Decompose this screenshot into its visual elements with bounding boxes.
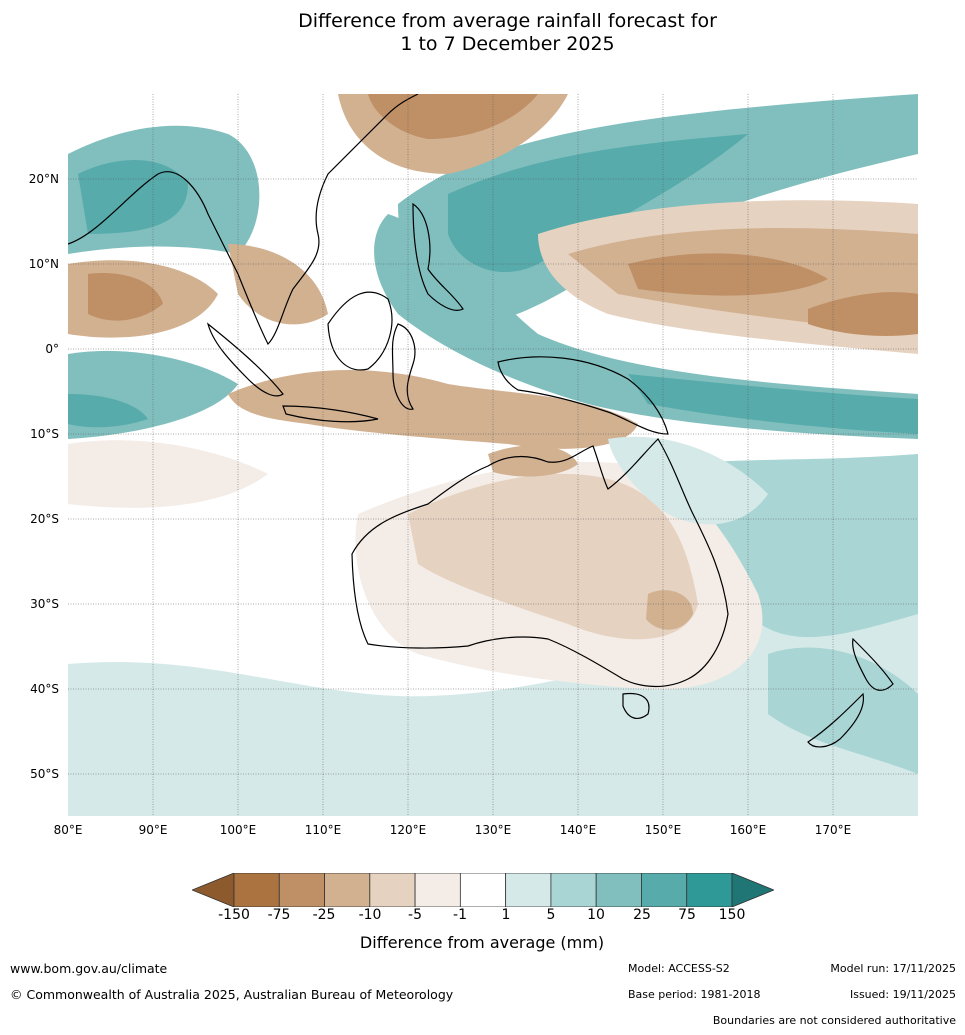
tasman-wet (768, 647, 918, 774)
copyright-notice: © Commonwealth of Australia 2025, Austra… (10, 987, 454, 1002)
colorbar-tick: -150 (218, 907, 250, 923)
issued-date: Issued: 19/11/2025 (849, 988, 956, 1001)
lon-label: 120°E (389, 823, 427, 837)
colorbar-segment (505, 873, 552, 907)
borneo-coastline (327, 291, 393, 371)
colorbar-segment (369, 873, 416, 907)
model-name: Model: ACCESS-S2 (628, 962, 730, 975)
lon-label: 130°E (474, 823, 512, 837)
java-coastline (282, 405, 379, 423)
new-guinea-coastline (497, 356, 669, 435)
colorbar-segment (686, 873, 733, 907)
colorbar-title: Difference from average (mm) (359, 933, 605, 952)
rainfall-anomaly-map (68, 94, 918, 816)
lat-label: 40°S (30, 682, 59, 696)
map-title: Difference from average rainfall forecas… (0, 10, 965, 56)
colorbar-tick: -25 (312, 907, 336, 923)
colorbar-tick: 150 (718, 907, 746, 923)
lon-label: 160°E (729, 823, 767, 837)
australia-dry-core (646, 590, 693, 630)
lon-label: 150°E (644, 823, 682, 837)
colorbar-segment (324, 873, 371, 907)
indian-ocean-dry-light (68, 440, 268, 508)
colorbar-segment (550, 873, 597, 907)
boundaries-disclaimer: Boundaries are not considered authoritat… (712, 1014, 956, 1027)
tasmania-coastline (622, 692, 650, 720)
australia-dry-mid (408, 473, 698, 640)
lat-label: 0° (45, 342, 59, 356)
lat-label: 10°N (28, 257, 59, 271)
model-run-date: Model run: 17/11/2025 (830, 962, 956, 975)
lon-label: 90°E (138, 823, 168, 837)
lat-label: 30°S (30, 597, 59, 611)
equatorial-wet-core (628, 374, 918, 434)
title-line-2: 1 to 7 December 2025 (400, 33, 615, 55)
new-zealand-north-coastline (852, 637, 894, 691)
bay-of-bengal-wet-core (78, 160, 188, 234)
anomaly-fields (68, 94, 918, 816)
colorbar-extension-high (731, 873, 774, 907)
colorbar-tick: -10 (358, 907, 382, 923)
colorbar-tick: 10 (587, 907, 605, 923)
colorbar-tick: 75 (678, 907, 696, 923)
bom-website-link[interactable]: www.bom.gov.au/climate (10, 961, 168, 976)
lat-label: 20°S (30, 512, 59, 526)
colorbar-tick: -1 (453, 907, 467, 923)
colorbar-tick: 25 (633, 907, 651, 923)
colorbar (192, 873, 774, 907)
pacific-dry-core-east (808, 292, 918, 336)
colorbar-segment (414, 873, 461, 907)
lon-label: 140°E (559, 823, 597, 837)
new-zealand-south-coastline (807, 692, 865, 748)
colorbar-segment (278, 873, 325, 907)
colorbar-segment (595, 873, 642, 907)
north-india-dry-core (88, 273, 163, 321)
colorbar-tick: -5 (408, 907, 422, 923)
base-period: Base period: 1981-2018 (628, 988, 761, 1001)
lon-label: 110°E (304, 823, 342, 837)
colorbar-tick: 1 (501, 907, 511, 923)
north-pacific-wet-core (448, 134, 748, 273)
coral-sea-wet (608, 436, 768, 525)
asia-mainland-coastline (68, 94, 419, 346)
philippines-coastline (412, 202, 464, 311)
lon-label: 100°E (219, 823, 257, 837)
title-line-1: Difference from average rainfall forecas… (298, 10, 717, 32)
colorbar-tick: 5 (546, 907, 556, 923)
maritime-continent-dry (228, 370, 638, 449)
lat-label: 20°N (28, 172, 59, 186)
colorbar-tick: -75 (267, 907, 291, 923)
sulawesi-coastline (391, 323, 416, 410)
coastlines (68, 94, 894, 748)
indian-ocean-wet-core (68, 394, 148, 428)
lon-label: 170°E (814, 823, 852, 837)
colorbar-extension-low (192, 873, 235, 907)
graticule (68, 94, 918, 816)
australia-north-dry-core (488, 445, 578, 477)
colorbar-segment (641, 873, 688, 907)
lat-label: 10°S (30, 427, 59, 441)
australia-coastline (351, 438, 729, 688)
lat-label: 50°S (30, 767, 59, 781)
colorbar-segment (459, 873, 507, 907)
lon-label: 80°E (53, 823, 83, 837)
east-asia-dry-core (368, 94, 538, 139)
sumatra-coastline (206, 322, 284, 397)
south-ocean-light-wet (68, 534, 918, 816)
colorbar-segment (233, 873, 280, 907)
